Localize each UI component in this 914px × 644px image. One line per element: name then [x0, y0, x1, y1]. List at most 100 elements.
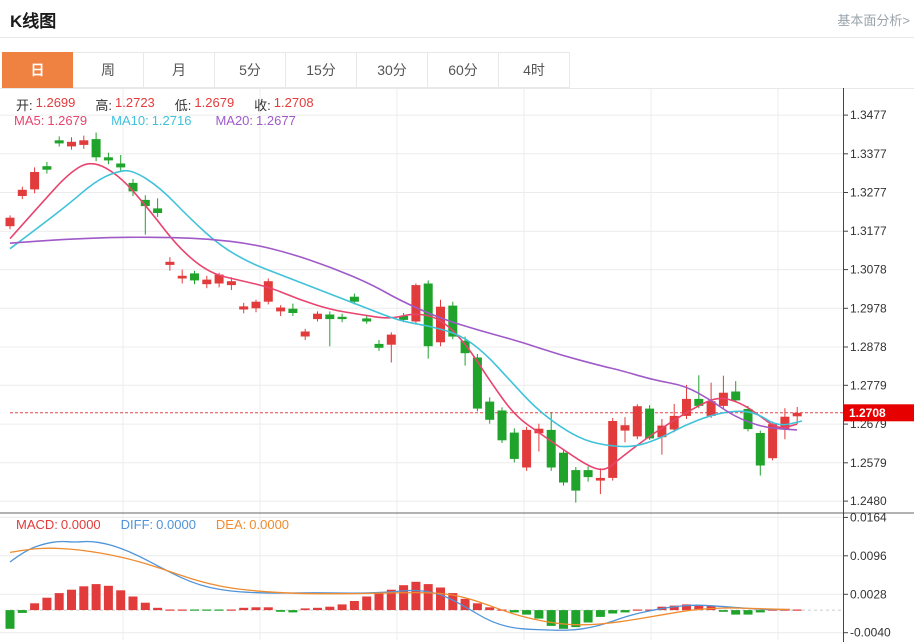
readout-value: 0.0000: [249, 517, 290, 532]
macd-bar: [226, 609, 236, 611]
macd-bar: [718, 610, 728, 612]
interval-tab-8[interactable]: 4时: [499, 52, 570, 88]
price-tick-label: 1.2878: [850, 340, 887, 354]
macd-bar: [128, 596, 138, 611]
interval-tab-6[interactable]: 30分: [357, 52, 428, 88]
readout-pair: MA10: 1.2716: [111, 113, 191, 128]
ma5-line: [9, 162, 798, 471]
macd-bar: [300, 608, 310, 611]
readout-pair: 低: 1.2679: [175, 95, 234, 114]
candle: [743, 409, 753, 430]
macd-bar: [202, 609, 212, 611]
candles-layer: [5, 132, 802, 503]
macd-bar: [485, 607, 495, 611]
readout-value: 1.2716: [151, 113, 192, 128]
readout-label: DIFF:: [120, 517, 154, 532]
price-tick-label: 1.2579: [850, 456, 887, 470]
candle: [436, 306, 445, 343]
macd-bar: [288, 610, 298, 613]
readout-value: 1.2699: [35, 95, 76, 110]
macd-bar: [17, 610, 27, 613]
interval-tab-4[interactable]: 5分: [215, 52, 286, 88]
candle: [202, 279, 212, 285]
candle: [325, 314, 335, 320]
macd-bar: [571, 610, 581, 628]
readout-label: 开:: [16, 98, 33, 113]
fundamental-analysis-link[interactable]: 基本面分析>: [837, 13, 910, 28]
interval-tab-2[interactable]: 周: [73, 52, 144, 88]
macd-bar: [448, 593, 458, 611]
candle: [276, 307, 286, 312]
readout-pair: 高: 1.2723: [95, 95, 154, 114]
macd-bar: [54, 593, 64, 611]
candle: [472, 357, 482, 409]
candle: [411, 285, 421, 322]
candle: [755, 433, 765, 466]
interval-tab-3[interactable]: 月: [144, 52, 215, 88]
candle: [780, 416, 790, 430]
interval-tab-1[interactable]: 日: [2, 52, 73, 88]
readout-label: 高:: [95, 98, 113, 113]
candle: [731, 391, 741, 401]
price-tick-label: 1.3377: [850, 147, 887, 161]
candle: [128, 182, 138, 192]
macd-bar: [349, 601, 359, 610]
macd-bar: [509, 610, 519, 613]
macd-bar: [190, 609, 199, 611]
macd-bar: [386, 589, 396, 610]
macd-bar: [755, 610, 765, 613]
candle: [657, 425, 667, 438]
interval-tab-5[interactable]: 15分: [286, 52, 357, 88]
candle: [177, 275, 187, 279]
candle: [103, 157, 113, 161]
grid-layer: [0, 89, 843, 640]
readout-value: 1.2723: [115, 95, 155, 110]
candle: [534, 428, 544, 434]
macd-bar: [682, 604, 691, 611]
diff-line: [9, 540, 790, 631]
macd-bar: [374, 593, 384, 611]
readout-pair: MA5: 1.2679: [14, 113, 87, 128]
candle: [165, 261, 175, 265]
macd-bar: [645, 609, 655, 611]
macd-bar: [42, 597, 52, 611]
macd-tick-label: 0.0028: [850, 587, 887, 601]
macd-bar: [522, 610, 532, 615]
macd-tick-label: 0.0096: [850, 549, 887, 563]
macd-bar: [694, 605, 704, 611]
candle: [67, 141, 76, 147]
candle: [386, 334, 396, 345]
readout-value: 1.2679: [47, 113, 88, 128]
macd-histogram: [5, 581, 802, 629]
candle: [251, 301, 261, 309]
interval-tabs: 日周月 5分 15分 30分 60分 4时: [2, 52, 570, 88]
ma10-line: [9, 169, 803, 448]
candle: [190, 273, 199, 281]
candle: [620, 425, 630, 431]
price-tick-label: 1.3477: [850, 108, 887, 122]
macd-bar: [140, 602, 150, 610]
candle: [140, 199, 150, 207]
candle: [288, 308, 298, 313]
candle: [571, 470, 581, 491]
macd-bar: [632, 609, 642, 611]
readout-label: DEA:: [215, 517, 247, 532]
macd-bar: [165, 609, 175, 611]
price-tick-label: 1.2978: [850, 301, 887, 315]
readout-value: 0.0000: [60, 517, 101, 532]
readout-value: 1.2677: [256, 113, 296, 128]
macd-bar: [669, 605, 679, 611]
candle: [522, 429, 532, 468]
candle: [374, 343, 384, 348]
macd-bar: [153, 607, 163, 611]
macd-bar: [559, 610, 568, 629]
candle: [608, 421, 618, 478]
readout-label: MACD:: [16, 517, 58, 532]
dea-line: [9, 547, 791, 626]
readout-value: 0.0000: [156, 517, 196, 532]
candle: [54, 140, 64, 144]
interval-tab-7[interactable]: 60分: [428, 52, 499, 88]
macd-bar: [313, 607, 322, 611]
candle: [792, 412, 802, 417]
